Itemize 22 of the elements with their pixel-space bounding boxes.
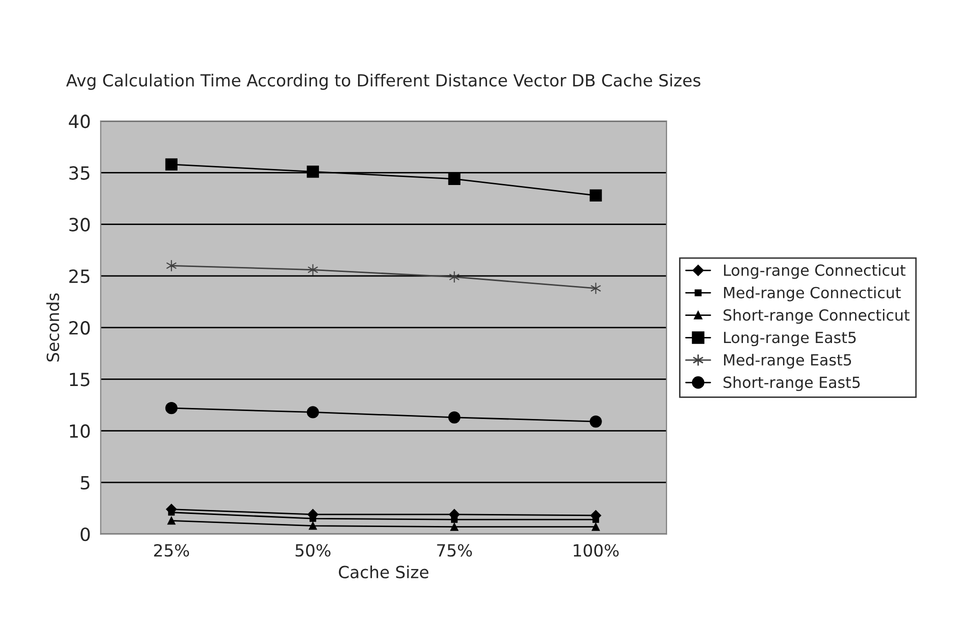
x-tick-label: 100% [574,544,619,557]
x-axis-title: Cache Size [338,565,428,578]
legend-label: Short-range East5 [724,376,860,392]
y-tick-label: 30 [69,218,90,232]
y-tick-label: 40 [68,114,90,128]
legend-label: Long-range Connecticut [724,264,906,279]
y-tick-label: 15 [70,372,90,386]
y-tick-label: 5 [80,476,90,490]
y-axis-title: Seconds [46,293,60,362]
y-tick-label: 0 [80,528,90,542]
y-tick-label: 20 [69,321,90,335]
chart-title: Avg Calculation Time According to Different Distance Vector DB Cache Sizes [66,74,700,90]
x-tick-label: 50% [296,544,330,557]
x-tick-label: 25% [154,544,190,557]
legend-label: Med-range East5 [724,354,851,369]
legend-label: Short-range Connecticut [724,308,910,324]
y-tick-label: 10 [70,424,90,438]
y-tick-label: 25 [69,269,90,284]
legend-label: Med-range Connecticut [724,286,901,302]
legend-label: Long-range East5 [724,332,856,346]
x-tick-label: 75% [437,544,472,557]
y-tick-label: 35 [69,166,90,180]
